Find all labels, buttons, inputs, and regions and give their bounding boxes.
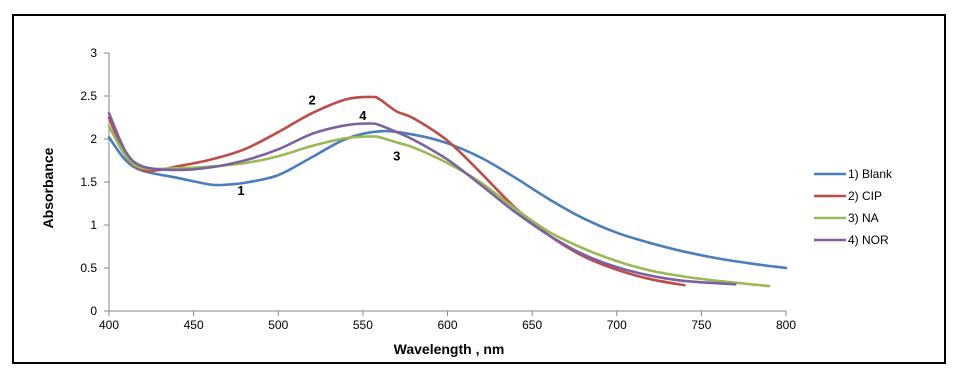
series-line-cip [107, 95, 686, 287]
y-tick-label: 2.5 [80, 89, 97, 103]
curve-label-3: 3 [393, 149, 400, 164]
y-tick-label: 2 [90, 132, 97, 146]
legend-label-blank: 1) Blank [848, 167, 893, 181]
curve-label-4: 4 [359, 108, 367, 123]
x-tick-label: 700 [607, 318, 627, 332]
x-tick-label: 500 [268, 318, 288, 332]
legend-label-nor: 4) NOR [848, 233, 889, 247]
legend: 1) Blank 2) CIP 3) NA 4) NOR [814, 167, 893, 247]
series-line-na [107, 124, 771, 288]
x-tick-label: 400 [99, 318, 119, 332]
x-tick-label: 450 [184, 318, 204, 332]
curve-label-2: 2 [308, 93, 315, 108]
chart-frame: 0 0.5 1 1.5 2 2.5 3 400 450 500 550 600 650 700 750 80… [12, 14, 946, 364]
x-tick-label: 800 [776, 318, 796, 332]
curve-annotations: 1 2 3 4 [237, 93, 400, 198]
axes [104, 52, 787, 316]
y-tick-labels: 0 0.5 1 1.5 2 2.5 3 [80, 46, 97, 318]
series-line-blank [107, 129, 788, 270]
curve-label-1: 1 [237, 183, 244, 198]
y-tick-label: 3 [90, 46, 97, 60]
y-tick-label: 0 [90, 304, 97, 318]
x-tick-label: 650 [522, 318, 542, 332]
x-axis-title: Wavelength , nm [394, 341, 505, 357]
series-lines [107, 95, 788, 288]
series-line-nor [107, 111, 737, 286]
y-axis-title: Absorbance [40, 147, 56, 228]
y-tick-label: 0.5 [80, 261, 97, 275]
legend-label-cip: 2) CIP [848, 189, 882, 203]
x-tick-label: 750 [691, 318, 711, 332]
y-tick-label: 1 [90, 218, 97, 232]
legend-label-na: 3) NA [848, 211, 879, 225]
absorbance-chart: 0 0.5 1 1.5 2 2.5 3 400 450 500 550 600 650 700 750 80… [40, 46, 893, 357]
x-tick-label: 600 [437, 318, 457, 332]
y-tick-label: 1.5 [80, 175, 97, 189]
x-tick-label: 550 [353, 318, 373, 332]
x-tick-labels: 400 450 500 550 600 650 700 750 800 [99, 318, 796, 332]
